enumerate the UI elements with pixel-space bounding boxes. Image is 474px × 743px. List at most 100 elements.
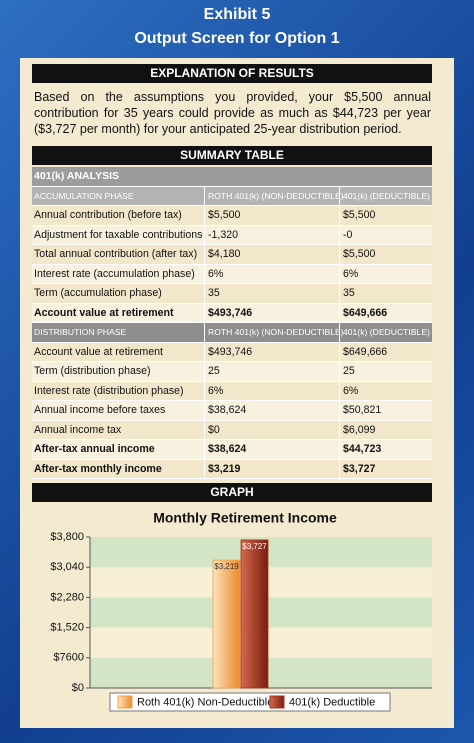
- bar: [240, 539, 269, 689]
- legend-box: [109, 692, 391, 712]
- y-tick-label: $0: [72, 682, 84, 694]
- table-cell: $5,500: [208, 209, 241, 221]
- column-separator: [204, 342, 205, 361]
- section-heading: EXPLANATION OF RESULTS: [32, 64, 432, 83]
- table-cell: Total annual contribution (after tax): [34, 248, 198, 260]
- table-cell: $3,219: [208, 462, 241, 475]
- column-header: 401(k) (DEDUCTIBLE): [343, 190, 430, 201]
- table-section: 401(k) ANALYSIS: [32, 167, 432, 187]
- table-cell: Annual income tax: [34, 423, 122, 436]
- column-separator: [339, 245, 340, 264]
- value-label: $3,727: [242, 542, 267, 551]
- legend-label: 401(k) Deductible: [289, 696, 375, 708]
- column-separator: [204, 303, 205, 322]
- column-separator: [204, 186, 205, 205]
- column-separator: [339, 284, 340, 303]
- table-cell: Account value at retirement: [34, 306, 174, 319]
- column-header-row: DISTRIBUTION PHASE ROTH 401(k) (NON-DEDUC…: [32, 323, 432, 343]
- column-separator: [339, 381, 340, 400]
- table-cell: Annual contribution (before tax): [34, 209, 182, 221]
- table-row: Interest rate (accumulation phase) 6% 6%: [32, 264, 432, 284]
- column-header: ACCUMULATION PHASE: [34, 190, 134, 201]
- column-separator: [204, 264, 205, 283]
- legend-swatch: [117, 695, 133, 709]
- table-cell: Interest rate (distribution phase): [34, 384, 184, 397]
- column-header: ROTH 401(k) (NON-DEDUCTIBLE): [208, 327, 344, 337]
- column-separator: [339, 362, 340, 381]
- column-separator: [339, 186, 340, 205]
- table-cell: $44,723: [343, 443, 382, 455]
- bar: [212, 559, 241, 689]
- table-row: Term (accumulation phase) 35 35: [32, 284, 432, 304]
- table-row: Term (distribution phase) 25 25: [32, 362, 432, 382]
- table-cell: 25: [208, 365, 220, 377]
- table-cell: $649,666: [343, 345, 388, 358]
- table-cell: 35: [343, 287, 355, 299]
- y-tick-label: $1,520: [50, 622, 84, 634]
- column-separator: [339, 206, 340, 225]
- table-row: Annual contribution (before tax) $5,500 $5…: [32, 206, 432, 226]
- column-separator: [339, 401, 340, 420]
- value-label: $3,219: [214, 562, 239, 571]
- table-cell: $38,624: [208, 404, 247, 416]
- table-row: Annual income before taxes $38,624 $50,821: [32, 401, 432, 421]
- column-separator: [204, 440, 205, 459]
- column-separator: [204, 459, 205, 478]
- column-separator: [339, 323, 340, 342]
- column-separator: [204, 206, 205, 225]
- column-separator: [339, 440, 340, 459]
- column-separator: [339, 342, 340, 361]
- table-row: Account value at retirement $493,746 $649,…: [32, 342, 432, 362]
- section-heading: GRAPH: [32, 483, 432, 502]
- table-cell: After-tax monthly income: [34, 462, 162, 475]
- y-tick-label: $7600: [53, 652, 84, 664]
- table-row: Account value at retirement $493,746 $649,…: [32, 303, 432, 323]
- column-separator: [204, 362, 205, 381]
- y-tick-label: $2,280: [50, 591, 84, 603]
- table-cell: $5,500: [343, 248, 376, 260]
- column-separator: [339, 264, 340, 283]
- table-cell: $50,821: [343, 404, 382, 416]
- table-cell: Interest rate (accumulation phase): [34, 267, 195, 280]
- table-row: Annual income tax $0 $6,099: [32, 420, 432, 440]
- table-cell: $493,746: [208, 345, 253, 358]
- column-separator: [339, 459, 340, 478]
- exhibit-label: Exhibit 5: [203, 6, 271, 23]
- column-header: ROTH 401(k) (NON-DEDUCTIBLE): [208, 190, 344, 201]
- table-cell: -1,320: [208, 228, 239, 241]
- table-cell: $6,099: [343, 423, 376, 436]
- column-header-row: ACCUMULATION PHASE ROTH 401(k) (NON-DEDUC…: [32, 186, 432, 206]
- table-cell: Term (accumulation phase): [34, 287, 162, 299]
- table-cell: Annual income before taxes: [34, 404, 166, 416]
- table-row: Interest rate (distribution phase) 6% 6%: [32, 381, 432, 401]
- column-separator: [339, 225, 340, 244]
- legend-label: Roth 401(k) Non-Deductible: [137, 696, 273, 708]
- column-separator: [339, 420, 340, 439]
- column-separator: [204, 284, 205, 303]
- table-row: Total annual contribution (after tax) $4,…: [32, 245, 432, 265]
- table-cell: -0: [343, 228, 353, 241]
- table-cell: 6%: [208, 267, 224, 280]
- table-cell: 6%: [343, 267, 359, 280]
- column-separator: [204, 381, 205, 400]
- table-cell: $0: [208, 423, 220, 436]
- table-cell: 25: [343, 365, 355, 377]
- column-separator: [204, 225, 205, 244]
- table-cell: $5,500: [343, 209, 376, 221]
- table-cell: $649,666: [343, 306, 388, 319]
- column-separator: [204, 401, 205, 420]
- table-cell: $4,180: [208, 248, 241, 260]
- explanation-text: Based on the assumptions you provided, y…: [34, 90, 431, 136]
- section-heading: SUMMARY TABLE: [32, 146, 432, 165]
- table-cell: After-tax annual income: [34, 443, 155, 455]
- table-cell: Account value at retirement: [34, 345, 163, 358]
- table-cell: $3,727: [343, 462, 376, 475]
- table-cell: Term (distribution phase): [34, 365, 151, 377]
- table-cell: Adjustment for taxable contributions: [34, 228, 203, 241]
- table-row: After-tax monthly income $3,219 $3,727: [32, 459, 432, 479]
- legend-swatch: [269, 695, 285, 709]
- section-label: 401(k) ANALYSIS: [34, 170, 120, 182]
- column-separator: [204, 245, 205, 264]
